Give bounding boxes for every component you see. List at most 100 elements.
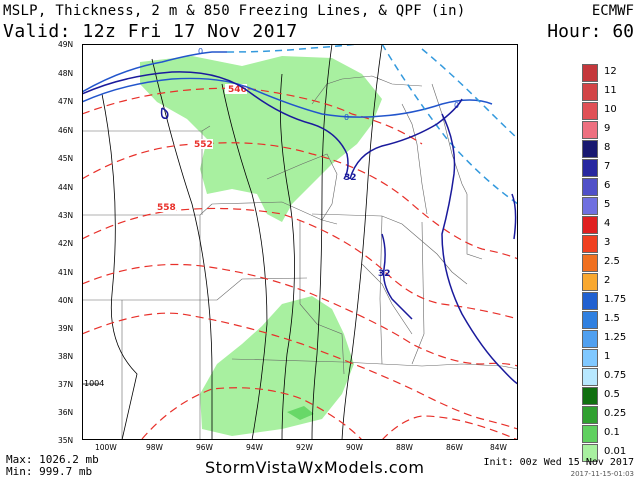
legend-label: 9 [604,123,611,134]
legend-item: 1.75 [582,292,632,311]
freezing-850-label: 32 [344,173,357,183]
legend-swatch [582,292,598,310]
legend-swatch [582,83,598,101]
lat-label: 46N [58,126,74,135]
legend-swatch [582,444,598,462]
legend-item: 3 [582,235,632,254]
legend-item: 0.5 [582,387,632,406]
lat-label: 39N [58,324,74,333]
legend-label: 7 [604,161,611,172]
lat-label: 40N [58,296,74,305]
qpf-area-south [200,296,354,436]
legend-item: 1 [582,349,632,368]
legend-label: 0.5 [604,389,620,400]
legend-swatch [582,121,598,139]
legend-swatch [582,254,598,272]
init-time: Init: 00z Wed 15 Nov 2017 [483,457,634,468]
legend-item: 0.25 [582,406,632,425]
legend-label: 0.75 [604,370,627,381]
legend-swatch [582,311,598,329]
thickness-label-bg [154,84,247,212]
legend-label: 2 [604,275,611,286]
qpf-area-north [140,56,382,222]
freezing-2m-label: 0 [198,47,203,56]
legend-item: 12 [582,64,632,83]
lat-label: 36N [58,408,74,417]
legend-swatch [582,387,598,405]
weather-map: 546 552 558 0 0 0 32 32 1004 [82,44,518,440]
legend-item: 0.75 [582,368,632,387]
lon-label: 94W [246,443,263,452]
legend-swatch [582,102,598,120]
legend-item: 9 [582,121,632,140]
map-canvas: 546 552 558 0 0 0 32 32 1004 [82,44,518,440]
freezing-2m-label: 0 [344,113,349,122]
legend-swatch [582,178,598,196]
lon-label: 96W [196,443,213,452]
lat-label: 44N [58,183,74,192]
chart-title: MSLP, Thickness, 2 m & 850 Freezing Line… [3,3,466,19]
freezing-2m-label: 0 [454,101,459,110]
thickness-label: 552 [194,140,213,150]
lat-label: 38N [58,352,74,361]
legend-swatch [582,406,598,424]
lat-label: 45N [58,154,74,163]
legend-item: 8 [582,140,632,159]
lat-label: 35N [58,436,74,445]
legend-item: 10 [582,102,632,121]
lat-label: 42N [58,239,74,248]
lat-label: 43N [58,211,74,220]
legend-label: 1.25 [604,332,627,343]
legend-item: 7 [582,159,632,178]
legend-swatch [582,140,598,158]
model-name: ECMWF [591,3,634,19]
legend-label: 8 [604,142,611,153]
legend-swatch [582,273,598,291]
lat-label: 37N [58,380,74,389]
max-pressure: Max: 1026.2 mb [6,453,99,466]
forecast-hour: Hour: 60 [547,21,634,42]
legend-label: 1.5 [604,313,620,324]
legend-label: 11 [604,85,617,96]
freezing-line-2m [82,44,518,205]
legend-label: 6 [604,180,611,191]
min-pressure: Min: 999.7 mb [6,465,93,478]
lon-label: 100W [95,443,117,452]
legend-label: 0.1 [604,427,620,438]
legend-swatch [582,159,598,177]
legend-label: 3 [604,237,611,248]
legend-swatch [582,64,598,82]
legend-label: 10 [604,104,617,115]
map-frame [82,44,518,440]
legend-item: 2.5 [582,254,632,273]
legend-item: 2 [582,273,632,292]
legend-item: 1.25 [582,330,632,349]
legend-swatch [582,197,598,215]
generated-stamp: 2017-11-15-01:03 [570,470,634,478]
lat-label: 47N [58,97,74,106]
lon-label: 92W [296,443,313,452]
lat-label: 49N [58,40,74,49]
pressure-label: 1004 [84,379,104,388]
qpf-spot [287,406,314,420]
legend-item: 1.5 [582,311,632,330]
lon-label: 98W [146,443,163,452]
legend-item: 0.1 [582,425,632,444]
legend-swatch [582,425,598,443]
legend-item: 11 [582,83,632,102]
lon-label: 84W [490,443,507,452]
legend-label: 0.01 [604,446,627,457]
lon-label: 90W [346,443,363,452]
legend-item: 0.01 [582,444,632,463]
legend-label: 4 [604,218,611,229]
legend-swatch [582,216,598,234]
valid-time: Valid: 12z Fri 17 Nov 2017 [3,21,298,42]
thickness-contours [82,87,518,440]
legend-label: 5 [604,199,611,210]
legend-label: 12 [604,66,617,77]
freezing-850-label: 32 [378,269,391,279]
lon-label: 86W [446,443,463,452]
lon-label: 88W [396,443,413,452]
legend-item: 4 [582,216,632,235]
freezing-line-850 [82,71,518,385]
